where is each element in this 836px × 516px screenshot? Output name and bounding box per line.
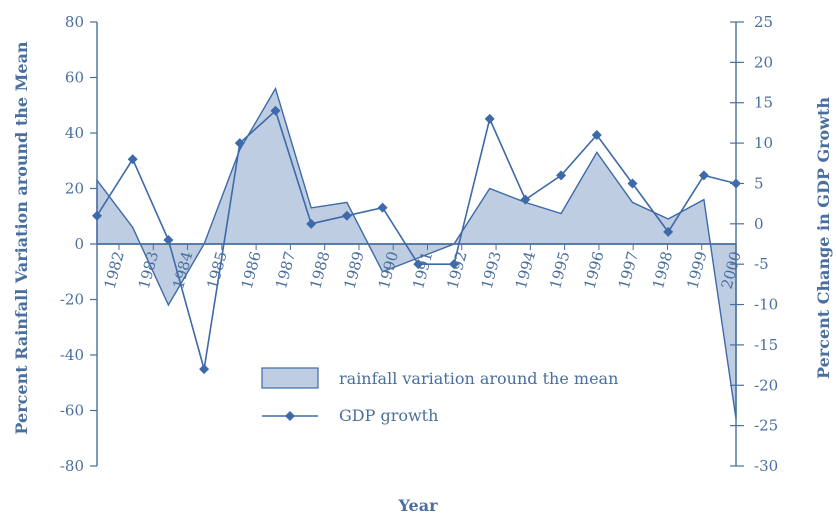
x-tick-label: 1985 — [203, 249, 230, 291]
gdp-marker — [627, 178, 638, 189]
y-right-tick-label: -30 — [754, 457, 778, 475]
gdp-marker — [199, 364, 210, 375]
legend-label-gdp: GDP growth — [339, 406, 438, 425]
gdp-marker — [163, 234, 174, 245]
y-axis-left-title: Percent Rainfall Variation around the Me… — [12, 41, 31, 435]
y-axis-right-title: Percent Change in GDP Growth — [814, 97, 833, 379]
gdp-marker — [698, 170, 709, 181]
legend: rainfall variation around the mean GDP g… — [261, 367, 618, 425]
y-right-tick-label: -10 — [754, 296, 778, 314]
x-tick-label: 1999 — [683, 249, 710, 291]
x-tick-label: 1982 — [101, 249, 128, 291]
x-tick-label: 1992 — [443, 249, 470, 291]
y-right-tick-label: 15 — [754, 94, 773, 112]
x-tick-label: 1995 — [546, 249, 573, 291]
gdp-marker — [591, 130, 602, 141]
gdp-marker — [234, 138, 245, 149]
y-left-tick-label: -60 — [60, 402, 84, 420]
gdp-marker — [92, 210, 102, 221]
gdp-marker — [306, 218, 317, 229]
x-tick-label: 1989 — [340, 249, 367, 291]
x-tick-label: 1997 — [615, 249, 642, 291]
gdp-marker — [484, 113, 495, 124]
rainfall-area-layer — [96, 86, 737, 419]
gdp-marker — [377, 202, 388, 213]
x-axis-title: Year — [397, 496, 438, 515]
x-tick-label: 1998 — [649, 249, 676, 291]
gdp-marker — [448, 259, 459, 270]
y-left-tick-label: 80 — [65, 13, 84, 31]
gdp-line-layer — [92, 105, 741, 375]
y-left-tick-label: 20 — [65, 180, 84, 198]
x-tick-label: 1988 — [306, 249, 333, 291]
y-left-tick-label: 60 — [65, 69, 84, 87]
y-right-tick-label: 25 — [754, 13, 773, 31]
gdp-marker — [556, 170, 567, 181]
y-right-tick-label: 20 — [754, 53, 773, 71]
x-tick-label: 1987 — [272, 249, 299, 291]
gdp-marker — [270, 105, 281, 116]
y-left-tick-label: 40 — [65, 124, 84, 142]
y-left-tick-label: 0 — [74, 235, 84, 253]
y-right-tick-label: -25 — [754, 417, 778, 435]
y-right-tick-label: -15 — [754, 336, 778, 354]
y-left-tick-label: -40 — [60, 346, 84, 364]
y-right-tick-label: 5 — [754, 174, 764, 192]
gdp-marker — [341, 210, 352, 221]
gdp-marker — [663, 226, 674, 237]
x-tick-label: 1996 — [580, 249, 607, 291]
legend-label-rainfall: rainfall variation around the mean — [339, 369, 618, 388]
x-tick-label: 1994 — [512, 249, 539, 291]
gdp-marker — [520, 194, 531, 205]
x-tick-label: 1993 — [478, 249, 505, 291]
legend-marker-icon — [285, 411, 295, 421]
y-right-tick-label: -20 — [754, 376, 778, 394]
gdp-marker — [413, 259, 424, 270]
y-left-tick-label: -80 — [60, 457, 84, 475]
gdp-marker — [127, 154, 138, 165]
y-right-tick-label: 0 — [754, 215, 764, 233]
x-tick-label: 1986 — [238, 249, 265, 291]
y-right-tick-label: 10 — [754, 134, 773, 152]
y-right-tick-label: -5 — [754, 255, 769, 273]
axes-layer — [96, 22, 737, 466]
rainfall-area — [96, 86, 737, 419]
legend-area-swatch — [261, 367, 319, 389]
y-left-tick-label: -20 — [60, 291, 84, 309]
